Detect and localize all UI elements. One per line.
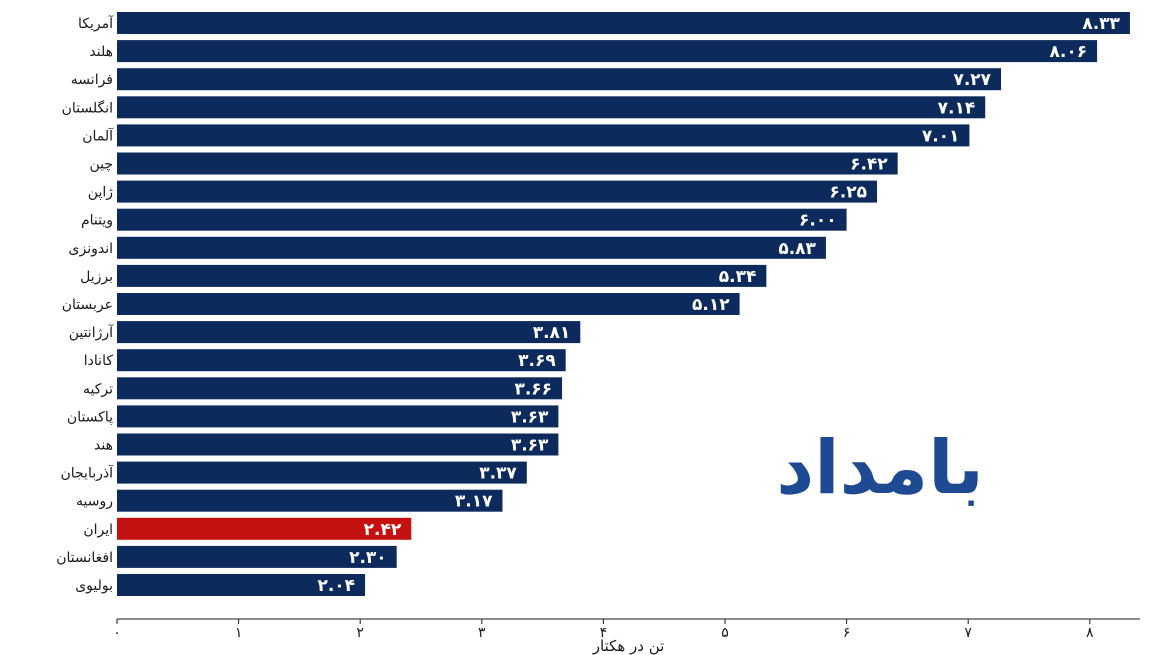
category-label: آرژانتین bbox=[69, 324, 114, 341]
category-label: کانادا bbox=[84, 353, 114, 369]
bar-20 bbox=[117, 574, 366, 596]
bar-14 bbox=[117, 405, 559, 428]
category-label: بولیوی bbox=[75, 578, 113, 594]
category-label: آذربایجان bbox=[60, 465, 114, 482]
x-tick-label: ۲ bbox=[356, 625, 364, 641]
category-label: آمریکا bbox=[78, 15, 114, 32]
bar-4 bbox=[117, 124, 970, 147]
bar-13 bbox=[117, 377, 563, 400]
value-label: ۳.۶۶ bbox=[514, 379, 552, 399]
value-label: ۳.۶۹ bbox=[518, 351, 556, 371]
bar-10 bbox=[117, 293, 740, 315]
bar-18 bbox=[117, 517, 412, 540]
value-label: ۷.۲۷ bbox=[953, 70, 991, 90]
x-tick-label: ۸ bbox=[1086, 625, 1094, 641]
bar-17 bbox=[117, 489, 503, 512]
x-tick-label: ۴ bbox=[600, 625, 608, 641]
category-label: پاکستان bbox=[67, 409, 113, 425]
bar-16 bbox=[117, 461, 527, 484]
category-label: روسیه bbox=[76, 494, 113, 510]
value-label: ۸.۳۳ bbox=[1082, 14, 1120, 34]
value-label: ۶.۴۲ bbox=[850, 155, 888, 175]
value-label: ۷.۱۴ bbox=[938, 98, 976, 118]
bar-7 bbox=[117, 208, 847, 231]
bar-11 bbox=[117, 321, 581, 344]
x-tick-label: ۵ bbox=[721, 625, 729, 641]
category-label: برزیل bbox=[80, 269, 113, 285]
category-label: هلند bbox=[89, 44, 113, 60]
category-label: آلمان bbox=[82, 127, 114, 144]
bar-2 bbox=[117, 68, 1002, 91]
value-label: ۲.۴۲ bbox=[364, 520, 402, 540]
value-label: ۲.۰۴ bbox=[317, 576, 355, 596]
value-label: ۳.۸۱ bbox=[533, 323, 571, 343]
value-label: ۶.۰۰ bbox=[799, 211, 837, 231]
bar-8 bbox=[117, 236, 826, 259]
value-label: ۵.۸۳ bbox=[778, 239, 816, 259]
bars-layer bbox=[117, 12, 1130, 596]
x-axis: ۰ ۱ ۲ ۳ ۴ ۵ ۶ ۷ ۸ bbox=[113, 618, 1140, 641]
category-label: اندونزی bbox=[69, 241, 113, 257]
category-label: هند bbox=[94, 438, 113, 454]
bar-9 bbox=[117, 264, 767, 287]
value-label: ۶.۲۵ bbox=[829, 183, 867, 203]
category-label: ترکیه bbox=[83, 381, 113, 397]
category-label: ژاپن bbox=[88, 185, 113, 201]
bar-12 bbox=[117, 349, 566, 372]
bar-0 bbox=[117, 12, 1130, 34]
category-label: چین bbox=[89, 157, 113, 173]
x-tick-label: ۷ bbox=[964, 625, 972, 641]
x-tick-label: ۳ bbox=[478, 625, 486, 641]
value-label: ۳.۳۷ bbox=[479, 464, 517, 484]
value-label: ۳.۶۳ bbox=[511, 436, 549, 456]
value-label: ۳.۱۷ bbox=[455, 492, 493, 512]
bar-1 bbox=[117, 40, 1098, 63]
x-tick-label: ۱ bbox=[235, 625, 243, 641]
value-label: ۸.۰۶ bbox=[1050, 42, 1088, 62]
value-labels: ۸.۳۳ ۸.۰۶ ۷.۲۷ ۷.۱۴ ۷.۰۱ ۶.۴۲ ۶.۲۵ ۶.۰۰ ۵.۸۳ ۵.۳۴… bbox=[317, 14, 1120, 596]
x-tick-label: ۰ bbox=[113, 625, 121, 641]
bar-15 bbox=[117, 433, 559, 456]
value-label: ۵.۳۴ bbox=[719, 267, 757, 287]
bar-19 bbox=[117, 545, 397, 568]
category-labels: آمریکا هلند فرانسه انگلستان آلمان چین ژاپن ویتن… bbox=[56, 15, 114, 594]
bar-5 bbox=[117, 152, 898, 175]
watermark-logo: بامداد bbox=[776, 425, 983, 511]
category-label: ایران bbox=[83, 522, 113, 538]
bar-6 bbox=[117, 180, 877, 203]
value-label: ۳.۶۳ bbox=[511, 407, 549, 427]
value-label: ۲.۳۰ bbox=[349, 548, 387, 568]
value-label: ۵.۱۲ bbox=[692, 295, 730, 315]
value-label: ۷.۰۱ bbox=[922, 126, 960, 146]
x-tick-label: ۶ bbox=[843, 625, 851, 641]
category-label: عربستان bbox=[62, 297, 113, 313]
category-label: فرانسه bbox=[71, 72, 113, 88]
category-label: انگلستان bbox=[62, 99, 113, 116]
x-axis-title: تن در هکتار bbox=[592, 637, 665, 655]
category-label: افغانستان bbox=[56, 550, 113, 566]
bar-3 bbox=[117, 96, 986, 119]
category-label: ویتنام bbox=[81, 213, 113, 229]
